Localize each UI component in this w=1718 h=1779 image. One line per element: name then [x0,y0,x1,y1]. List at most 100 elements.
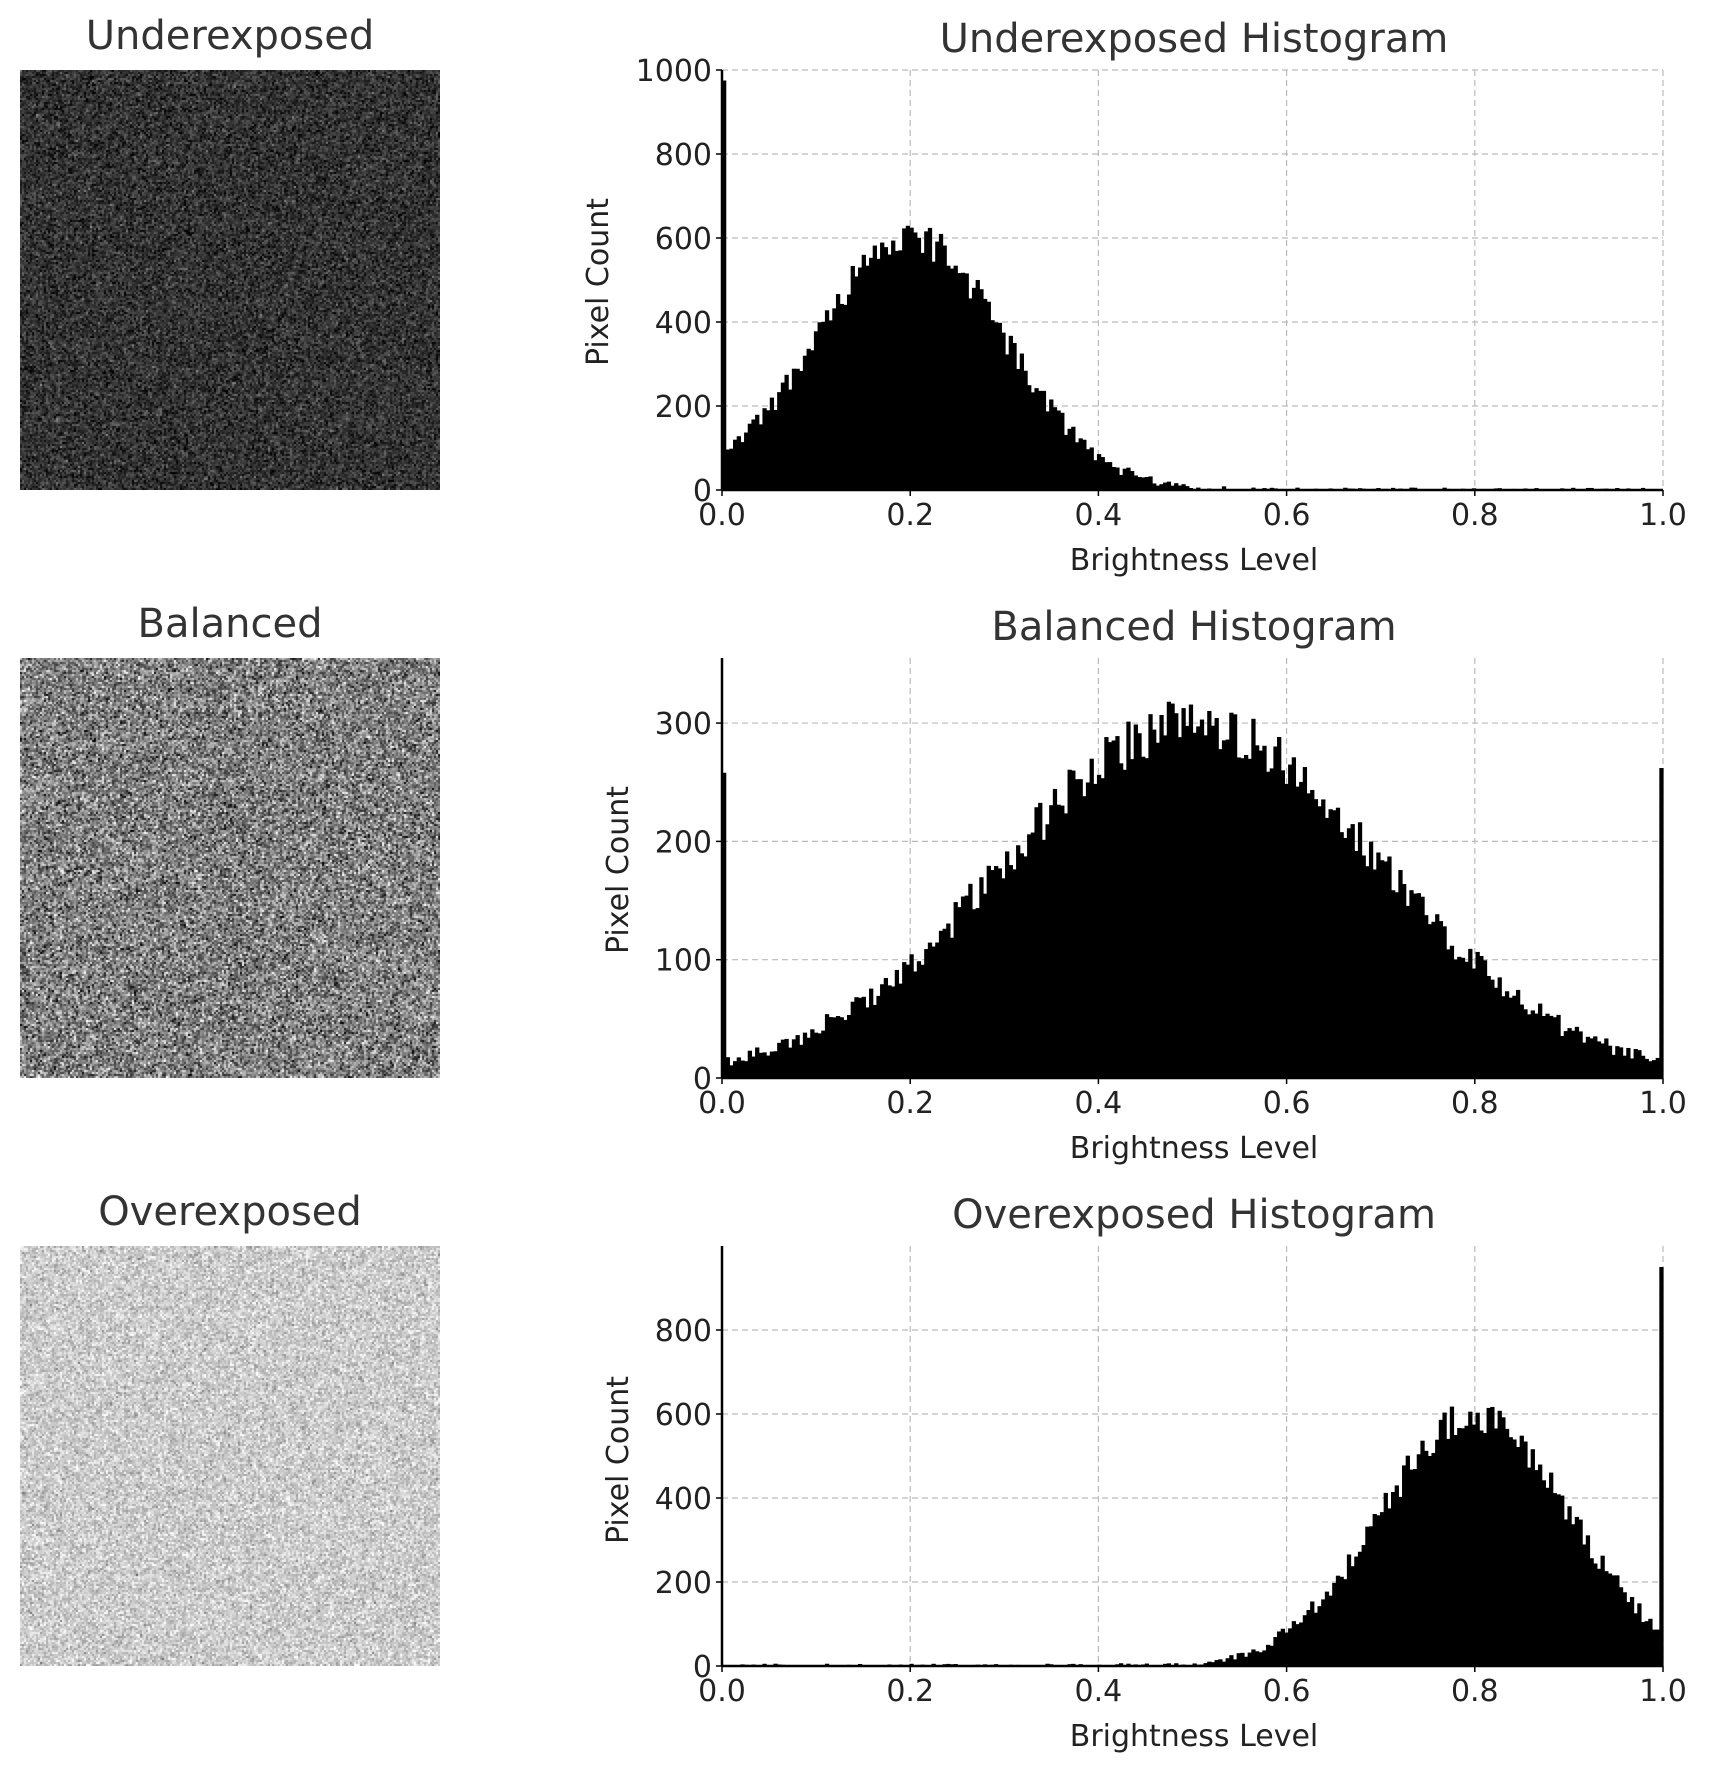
histogram-bar [1390,1491,1396,1666]
histogram-bar [1457,1428,1462,1666]
histogram-bar [935,942,940,1078]
histogram-bar [1479,1430,1484,1666]
histogram-bar [1405,1455,1410,1666]
histogram-bar [1567,1506,1572,1666]
histogram-bar [1056,804,1061,1078]
histogram-bar [1449,945,1455,1078]
histogram-bar [832,308,837,490]
histogram-bar [762,1052,767,1078]
histogram-bar [755,1047,760,1078]
histogram-bar [1457,956,1462,1078]
histogram-bar [1545,1487,1550,1666]
histogram-bar [1203,735,1208,1078]
underexposed-xlabel: Brightness Level [1070,543,1319,578]
histogram-bar [1582,1042,1587,1078]
histogram-bar [1030,392,1036,490]
histogram-bar [744,1061,749,1078]
histogram-bar [909,227,914,490]
histogram-bar [751,1056,756,1078]
histogram-bar [883,247,889,490]
histogram-bar [1390,890,1396,1078]
histogram-bar [1214,718,1219,1078]
histogram-bar [744,432,749,490]
histogram-bar [1486,1407,1491,1666]
y-tick-label: 600 [655,222,712,257]
histogram-bar [1170,485,1175,490]
histogram-bar [802,1032,808,1078]
x-tick-label: 0.2 [886,498,934,533]
histogram-bar [1130,759,1135,1078]
histogram-bar [898,250,903,490]
histogram-bar [1497,977,1502,1078]
histogram-bar [1398,870,1403,1078]
y-tick-label: 200 [655,825,712,860]
y-tick-label: 0 [693,1650,712,1685]
histogram-bar [854,997,859,1078]
x-tick-label: 0.4 [1075,498,1123,533]
histogram-bar [1192,1663,1197,1666]
y-tick-label: 800 [655,138,712,173]
histogram-bar [813,331,819,490]
histogram-bar [780,1039,786,1078]
histogram-bar [1163,482,1168,490]
histogram-bar [1085,782,1091,1078]
histogram-bar [1413,1469,1418,1666]
histogram-bar [1221,1661,1227,1666]
histogram-bar [729,448,734,490]
histogram-bar [1471,968,1477,1078]
histogram-bar [1651,1060,1657,1078]
histogram-bar [858,997,863,1078]
histogram-bar [1019,353,1025,490]
y-tick-label: 100 [655,944,712,979]
histogram-bar [1008,865,1013,1078]
histogram-bar [1409,1469,1414,1666]
histogram-bar [1115,467,1120,490]
histogram-bar [1174,483,1179,490]
histogram-bar [1420,896,1425,1078]
histogram-bar [880,984,885,1078]
histogram-bar [979,877,984,1078]
histogram-bar [1038,390,1043,490]
histogram-bar [736,1057,741,1078]
histogram-bar [1012,342,1017,490]
histogram-bar [953,265,958,490]
histogram-bar [1593,1036,1598,1078]
x-tick-label: 0.0 [698,1674,746,1709]
underexposed-ylabel: Pixel Count [581,198,616,366]
histogram-bar [1519,1435,1524,1666]
histogram-bar [1174,713,1179,1078]
histogram-bar [1302,1615,1308,1666]
histogram-bar [1096,454,1102,490]
histogram-bar [1258,1652,1263,1666]
histogram-bar [1299,781,1304,1078]
histogram-bar [986,301,991,490]
histogram-bar [1449,1406,1455,1666]
histogram-bar [1618,1587,1624,1666]
histogram-bar [971,909,977,1078]
histogram-bar [1284,1632,1289,1666]
histogram-bar [1482,960,1488,1078]
histogram-bar [1001,878,1006,1078]
histogram-bar [810,1029,815,1078]
histogram-bar [1005,851,1010,1078]
histogram-bar [960,896,966,1078]
histogram-bar [1515,989,1521,1078]
histogram-bar [1177,737,1183,1078]
histogram-bar [1122,769,1127,1078]
histogram-bar [828,320,833,490]
histogram-bar [1181,708,1186,1078]
histogram-bar [1291,1621,1297,1666]
histogram-bar [1313,799,1319,1078]
histogram-bar [835,294,841,490]
histogram-bar [1571,1030,1576,1078]
histogram-bar [725,1057,730,1078]
histogram-bar [1284,783,1289,1078]
histogram-bar [1041,390,1047,490]
histogram-bar [1431,1452,1436,1666]
histogram-bar [1034,388,1039,490]
histogram-bar [931,946,936,1078]
histogram-bar [1427,924,1433,1078]
histogram-bar [821,321,826,490]
histogram-bar [1637,1603,1642,1666]
histogram-bar [1354,850,1359,1078]
